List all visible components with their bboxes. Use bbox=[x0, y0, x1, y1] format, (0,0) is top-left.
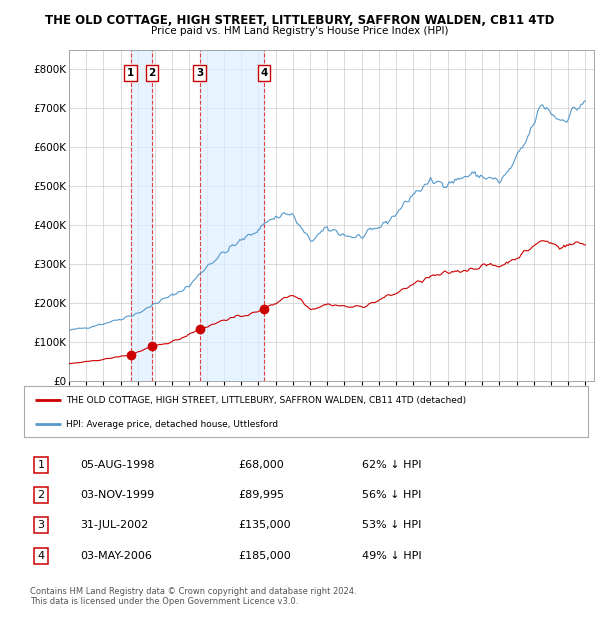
Text: 56% ↓ HPI: 56% ↓ HPI bbox=[362, 490, 422, 500]
Text: 05-AUG-1998: 05-AUG-1998 bbox=[80, 459, 155, 470]
Text: 4: 4 bbox=[37, 551, 44, 560]
Text: 1: 1 bbox=[127, 68, 134, 78]
Text: THE OLD COTTAGE, HIGH STREET, LITTLEBURY, SAFFRON WALDEN, CB11 4TD: THE OLD COTTAGE, HIGH STREET, LITTLEBURY… bbox=[46, 14, 554, 27]
Text: Contains HM Land Registry data © Crown copyright and database right 2024.
This d: Contains HM Land Registry data © Crown c… bbox=[30, 587, 356, 606]
Text: 49% ↓ HPI: 49% ↓ HPI bbox=[362, 551, 422, 560]
Text: 31-JUL-2002: 31-JUL-2002 bbox=[80, 520, 149, 530]
Text: THE OLD COTTAGE, HIGH STREET, LITTLEBURY, SAFFRON WALDEN, CB11 4TD (detached): THE OLD COTTAGE, HIGH STREET, LITTLEBURY… bbox=[66, 396, 466, 405]
Text: £68,000: £68,000 bbox=[238, 459, 284, 470]
Text: 3: 3 bbox=[37, 520, 44, 530]
Text: 4: 4 bbox=[260, 68, 268, 78]
Text: 03-MAY-2006: 03-MAY-2006 bbox=[80, 551, 152, 560]
Text: £135,000: £135,000 bbox=[238, 520, 291, 530]
Text: 62% ↓ HPI: 62% ↓ HPI bbox=[362, 459, 422, 470]
Text: 3: 3 bbox=[196, 68, 203, 78]
Text: £185,000: £185,000 bbox=[238, 551, 291, 560]
Text: HPI: Average price, detached house, Uttlesford: HPI: Average price, detached house, Uttl… bbox=[66, 420, 278, 429]
Text: £89,995: £89,995 bbox=[238, 490, 284, 500]
Text: Price paid vs. HM Land Registry's House Price Index (HPI): Price paid vs. HM Land Registry's House … bbox=[151, 26, 449, 36]
Bar bbox=[200, 50, 264, 381]
Text: 2: 2 bbox=[149, 68, 156, 78]
Text: 2: 2 bbox=[37, 490, 44, 500]
Text: 53% ↓ HPI: 53% ↓ HPI bbox=[362, 520, 422, 530]
Text: 1: 1 bbox=[37, 459, 44, 470]
Bar bbox=[131, 50, 152, 381]
Text: 03-NOV-1999: 03-NOV-1999 bbox=[80, 490, 155, 500]
